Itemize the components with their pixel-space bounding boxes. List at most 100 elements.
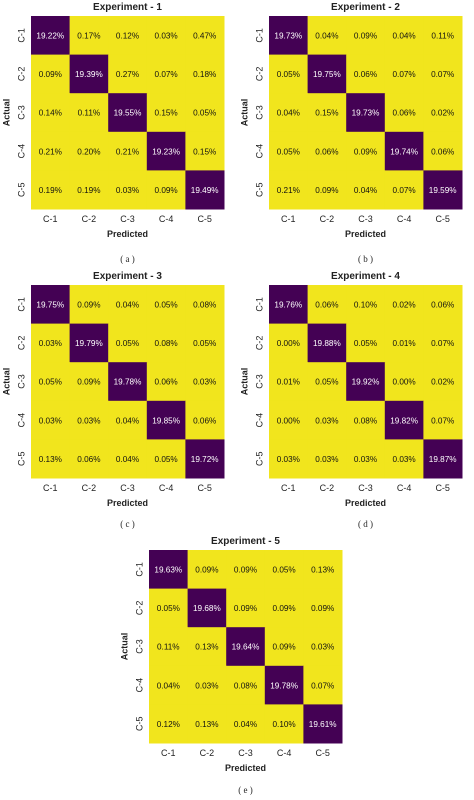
x-tick-label: C-4 <box>159 214 174 224</box>
heatmap-cell <box>226 665 266 705</box>
y-tick-label: C-4 <box>16 144 26 159</box>
chart-title: Experiment - 3 <box>93 271 162 282</box>
x-tick-label: C-5 <box>197 214 212 224</box>
cell-value-label: 0.07% <box>154 70 177 79</box>
heatmap-cell <box>185 131 225 171</box>
heatmap-cell <box>31 400 71 440</box>
heatmap-cell <box>423 439 463 479</box>
heatmap-cell <box>269 170 309 210</box>
cell-value-label: 0.07% <box>431 70 454 79</box>
y-tick-label: C-3 <box>134 639 144 654</box>
heatmap-cell <box>69 16 109 56</box>
cell-value-label: 0.04% <box>157 681 180 690</box>
cell-value-label: 0.05% <box>154 301 177 310</box>
cell-value-label: 0.13% <box>195 720 218 729</box>
y-axis-label: Actual <box>239 368 249 396</box>
cell-value-label: 0.08% <box>354 416 377 425</box>
heatmap-cell <box>108 93 148 133</box>
x-tick-label: C-4 <box>397 214 412 224</box>
cell-value-label: 19.78% <box>270 681 298 690</box>
heatmap-cell <box>185 439 225 479</box>
cell-value-label: 0.00% <box>277 339 300 348</box>
heatmap-cell <box>108 16 148 56</box>
heatmap-cell <box>31 131 71 171</box>
cell-value-label: 0.00% <box>392 378 415 387</box>
heatmap-cell <box>269 93 309 133</box>
heatmap-cell <box>31 439 71 479</box>
heatmap-cell <box>69 439 109 479</box>
heatmap-cell <box>307 93 347 133</box>
heatmap-cell <box>146 54 186 94</box>
cell-value-label: 0.02% <box>392 301 415 310</box>
cell-value-label: 0.09% <box>234 566 257 575</box>
cell-value-label: 0.00% <box>277 416 300 425</box>
heatmap-cell <box>31 93 71 133</box>
panel-caption: ( a ) <box>120 254 135 264</box>
heatmap-cell <box>384 16 424 56</box>
x-tick-label: C-1 <box>43 483 58 493</box>
x-tick-label: C-4 <box>277 748 292 758</box>
cell-value-label: 0.09% <box>354 147 377 156</box>
heatmap-cell <box>185 170 225 210</box>
cell-value-label: 0.47% <box>193 32 216 41</box>
heatmap-cell <box>384 54 424 94</box>
heatmap-cell <box>264 665 304 705</box>
heatmap-cell <box>108 400 148 440</box>
cell-value-label: 0.20% <box>77 147 100 156</box>
cell-value-label: 0.04% <box>277 109 300 118</box>
heatmap-cell <box>384 362 424 402</box>
heatmap-cell <box>269 323 309 363</box>
heatmap-cell <box>149 588 189 628</box>
cell-value-label: 19.49% <box>191 186 219 195</box>
y-tick-label: C-2 <box>254 67 264 82</box>
cell-value-label: 0.09% <box>39 70 62 79</box>
y-tick-label: C-3 <box>16 105 26 120</box>
heatmap-cell <box>346 323 386 363</box>
heatmap-cell <box>423 54 463 94</box>
cell-value-label: 0.05% <box>116 339 139 348</box>
heatmap-cell <box>346 131 386 171</box>
cell-value-label: 19.61% <box>309 720 337 729</box>
cell-value-label: 0.03% <box>277 455 300 464</box>
heatmap-cell <box>69 93 109 133</box>
heatmap-cell <box>187 665 227 705</box>
heatmap-cell <box>185 400 225 440</box>
heatmap-cell <box>346 170 386 210</box>
y-tick-label: C-4 <box>254 144 264 159</box>
x-tick-label: C-4 <box>397 483 412 493</box>
x-tick-label: C-3 <box>358 214 373 224</box>
x-tick-label: C-1 <box>161 748 176 758</box>
heatmap-cell <box>226 627 266 667</box>
heatmap-cell <box>31 54 71 94</box>
cell-value-label: 0.08% <box>154 339 177 348</box>
chart-title: Experiment - 5 <box>211 536 280 547</box>
heatmap-cell <box>185 16 225 56</box>
y-tick-label: C-1 <box>16 28 26 43</box>
cell-value-label: 0.05% <box>354 339 377 348</box>
heatmap-cell <box>69 323 109 363</box>
heatmap-cell <box>187 627 227 667</box>
cell-value-label: 0.15% <box>193 147 216 156</box>
x-tick-label: C-3 <box>238 748 253 758</box>
heatmap-cell <box>307 285 347 325</box>
cell-value-label: 0.05% <box>193 109 216 118</box>
y-tick-label: C-5 <box>16 182 26 197</box>
cell-value-label: 0.09% <box>77 378 100 387</box>
chart-title: Experiment - 4 <box>331 271 400 282</box>
heatmap-cell <box>69 170 109 210</box>
heatmap-cell <box>69 400 109 440</box>
cell-value-label: 0.05% <box>154 455 177 464</box>
cell-value-label: 19.76% <box>274 301 302 310</box>
heatmap-cell <box>69 362 109 402</box>
heatmap-cell <box>269 285 309 325</box>
heatmap-cell <box>146 131 186 171</box>
x-tick-label: C-2 <box>82 214 97 224</box>
cell-value-label: 0.07% <box>431 416 454 425</box>
panel-caption: ( d ) <box>358 519 373 529</box>
heatmap-cell <box>108 54 148 94</box>
heatmap-cell <box>31 323 71 363</box>
heatmap-cell <box>149 704 189 744</box>
cell-value-label: 0.04% <box>234 720 257 729</box>
cell-value-label: 0.21% <box>277 186 300 195</box>
cell-value-label: 0.12% <box>157 720 180 729</box>
